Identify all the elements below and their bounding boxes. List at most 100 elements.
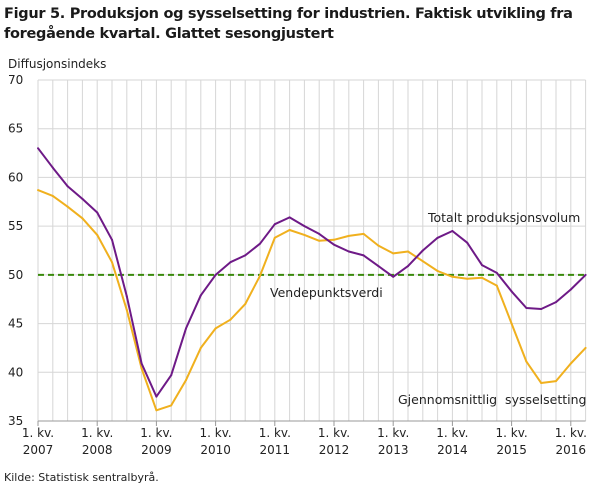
data-point xyxy=(495,271,498,274)
data-point xyxy=(407,265,409,268)
data-point xyxy=(540,307,543,310)
x-tick-label-year: 2008 xyxy=(82,443,113,457)
data-point xyxy=(569,288,572,291)
data-point xyxy=(273,236,276,239)
x-tick-label-year: 2016 xyxy=(556,443,587,457)
data-point xyxy=(481,276,483,279)
x-tick-label-quarter: 1. kv. xyxy=(199,426,231,440)
data-point xyxy=(155,409,158,412)
data-point xyxy=(436,269,439,272)
x-tick-label-year: 2011 xyxy=(260,443,291,457)
data-point xyxy=(125,295,128,298)
data-point xyxy=(185,379,187,382)
data-point xyxy=(481,264,483,267)
x-tick-label-quarter: 1. kv. xyxy=(259,426,291,440)
data-point xyxy=(214,327,217,330)
x-tick-label-year: 2009 xyxy=(141,443,172,457)
y-tick-label: 60 xyxy=(8,170,23,184)
x-tick-label-quarter: 1. kv. xyxy=(495,426,527,440)
x-tick-label-year: 2010 xyxy=(200,443,231,457)
y-tick-label: 50 xyxy=(8,268,23,282)
data-point xyxy=(37,147,39,150)
x-tick-label-quarter: 1. kv. xyxy=(318,426,350,440)
data-point xyxy=(362,232,365,235)
series-line-0 xyxy=(37,147,587,398)
x-tick-label-quarter: 1. kv. xyxy=(436,426,468,440)
data-point xyxy=(495,284,498,287)
data-point xyxy=(259,242,261,245)
data-point xyxy=(140,367,143,370)
data-point xyxy=(170,404,173,407)
series-line-1 xyxy=(37,189,587,412)
data-point xyxy=(96,211,99,214)
data-point xyxy=(170,374,173,377)
data-point xyxy=(392,275,395,278)
data-point xyxy=(466,277,469,280)
series-label-sysselsetting: Gjennomsnittlig sysselsetting xyxy=(398,392,587,407)
data-point xyxy=(525,360,528,363)
data-point xyxy=(185,327,187,330)
x-tick-label-year: 2015 xyxy=(496,443,527,457)
y-tick-label: 45 xyxy=(8,317,23,331)
data-point xyxy=(37,189,39,192)
data-point xyxy=(229,261,232,264)
data-point xyxy=(584,346,587,349)
reference-line-label: Vendepunktsverdi xyxy=(270,285,383,300)
x-tick-label-year: 2007 xyxy=(23,443,54,457)
data-point xyxy=(96,233,99,236)
data-point xyxy=(273,223,276,226)
data-point xyxy=(407,250,409,253)
data-point xyxy=(111,238,113,241)
data-point xyxy=(540,382,543,385)
data-point xyxy=(244,254,247,257)
data-point xyxy=(451,275,454,278)
data-point xyxy=(140,362,143,365)
data-point xyxy=(555,380,557,383)
data-point xyxy=(288,216,291,219)
data-point xyxy=(214,273,217,276)
data-point xyxy=(569,362,572,365)
data-point xyxy=(333,238,335,241)
data-point xyxy=(81,197,84,200)
data-point xyxy=(510,290,513,293)
source-note: Kilde: Statistisk sentralbyrå. xyxy=(4,471,159,484)
data-point xyxy=(525,306,528,309)
data-point xyxy=(303,233,306,236)
data-point xyxy=(229,318,232,321)
y-tick-label: 65 xyxy=(8,122,23,136)
data-point xyxy=(125,308,128,311)
data-point xyxy=(362,254,365,257)
data-point xyxy=(81,217,84,220)
x-tick-label-quarter: 1. kv. xyxy=(81,426,113,440)
data-point xyxy=(244,303,247,306)
data-point xyxy=(377,244,380,247)
x-tick-label-year: 2012 xyxy=(319,443,350,457)
data-point xyxy=(66,205,69,208)
data-point xyxy=(155,395,158,398)
data-point xyxy=(377,265,380,268)
data-point xyxy=(347,250,350,253)
data-point xyxy=(392,252,395,255)
x-tick-label-year: 2013 xyxy=(378,443,409,457)
data-point xyxy=(51,194,54,197)
data-point xyxy=(288,229,291,232)
data-point xyxy=(318,239,321,242)
data-point xyxy=(510,322,513,325)
series-label-produksjon: Totalt produksjonsvolum xyxy=(427,210,580,225)
y-tick-label: 40 xyxy=(8,365,23,379)
y-axis-label: Diffusjonsindeks xyxy=(8,57,106,71)
data-point xyxy=(259,274,261,277)
data-point xyxy=(451,230,454,233)
data-point xyxy=(466,241,469,244)
data-point xyxy=(318,232,321,235)
data-point xyxy=(555,301,557,304)
data-point xyxy=(436,236,439,239)
data-point xyxy=(421,249,424,252)
data-point xyxy=(66,185,69,188)
data-point xyxy=(584,273,587,276)
data-point xyxy=(51,166,54,169)
data-point xyxy=(333,243,335,246)
x-tick-label-year: 2014 xyxy=(437,443,468,457)
data-point xyxy=(199,294,202,297)
